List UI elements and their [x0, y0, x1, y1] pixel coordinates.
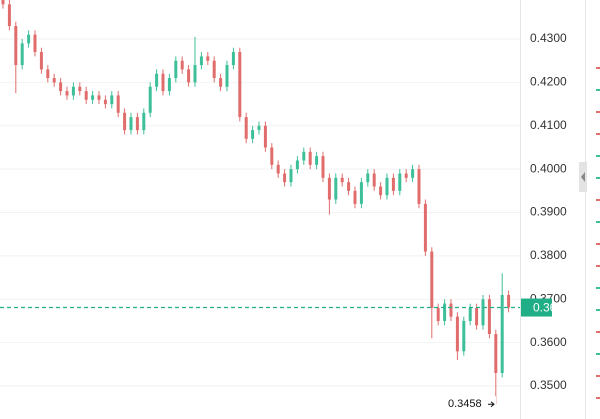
candle-body: [91, 95, 95, 100]
last-price-label: 0.3681: [533, 301, 570, 315]
candle-body: [359, 182, 363, 204]
candle-body: [334, 177, 338, 200]
low-marker-label: 0.3458: [448, 398, 482, 410]
candle-body: [411, 169, 415, 178]
candle-body: [315, 156, 319, 165]
candle-body: [14, 26, 18, 66]
candle-body: [161, 73, 165, 92]
y-tick-label: 0.4300: [530, 31, 567, 45]
candle-body: [455, 316, 459, 352]
candle-body: [244, 117, 248, 139]
candle-body: [231, 52, 235, 66]
candle-body: [251, 130, 255, 139]
candle-body: [212, 60, 216, 79]
y-tick-label: 0.4000: [530, 161, 567, 175]
candle-body: [206, 56, 210, 61]
candle-body: [379, 186, 383, 196]
candle-body: [167, 78, 171, 92]
candle-body: [308, 151, 312, 165]
candle-body: [295, 160, 299, 170]
candle-body: [487, 299, 491, 334]
candle-body: [174, 60, 178, 79]
candle-body: [449, 303, 453, 317]
low-marker-arrow: [488, 401, 495, 408]
candle-body: [507, 294, 511, 308]
candle-body: [494, 333, 498, 374]
candle-body: [116, 95, 120, 113]
candle-body: [283, 173, 287, 183]
candle-body: [180, 60, 184, 70]
candle-body: [443, 303, 447, 321]
candle-body: [193, 65, 197, 83]
candle-body: [347, 182, 351, 191]
candle-body: [404, 173, 408, 178]
candle-body: [39, 52, 43, 70]
candle-body: [7, 4, 11, 27]
candle-body: [430, 251, 434, 308]
y-tick-label: 0.3600: [530, 335, 567, 349]
candle-body: [142, 112, 146, 131]
candle-body: [385, 177, 389, 196]
candle-body: [148, 86, 152, 113]
candle-body: [327, 177, 331, 200]
candle-body: [289, 169, 293, 183]
candle-body: [321, 156, 325, 178]
side-panel: [596, 67, 600, 399]
candle-body: [398, 173, 402, 191]
candle-body: [475, 307, 479, 326]
y-tick-label: 0.3500: [530, 378, 567, 392]
candle-body: [353, 190, 357, 204]
candle-body: [276, 164, 280, 174]
candle-body: [71, 86, 75, 96]
candle-body: [187, 69, 191, 83]
candle-body: [417, 169, 421, 204]
candle-body: [340, 177, 344, 183]
candle-body: [46, 69, 50, 79]
candle-body: [52, 78, 56, 83]
candle-body: [199, 56, 203, 66]
candle-body: [481, 299, 485, 326]
candle-body: [103, 99, 107, 105]
candle-body: [155, 73, 159, 87]
candle-body: [436, 307, 440, 321]
candle-body: [302, 151, 306, 161]
candle-body: [423, 203, 427, 252]
candle-body: [372, 173, 376, 187]
y-tick-label: 0.3800: [530, 248, 567, 262]
candle-body: [1, 0, 5, 5]
candle-body: [84, 91, 88, 100]
candle-body: [468, 307, 472, 321]
last-price-box: [521, 298, 552, 317]
candle-body: [391, 177, 395, 191]
candle-body: [129, 117, 133, 131]
candle-body: [123, 112, 127, 131]
low-marker-bg: [444, 396, 496, 413]
candle-body: [97, 95, 101, 100]
candle-body: [78, 86, 82, 92]
y-tick-label: 0.4100: [530, 118, 567, 132]
collapse-icon: [581, 172, 585, 182]
candle-body: [20, 43, 24, 66]
candle-body: [65, 91, 69, 96]
candle-body: [110, 95, 114, 105]
candle-body: [238, 52, 242, 118]
y-tick-label: 0.4200: [530, 75, 567, 89]
candle-body: [462, 320, 466, 352]
y-tick-label: 0.3900: [530, 205, 567, 219]
candle-body: [33, 34, 37, 53]
candle-body: [219, 78, 223, 87]
candle-body: [225, 65, 229, 87]
candle-body: [257, 125, 261, 131]
candle-body: [59, 82, 63, 92]
candle-body: [500, 294, 504, 374]
candle-body: [27, 34, 31, 44]
candle-body: [270, 147, 274, 165]
candle-body: [263, 125, 267, 148]
candle-body: [135, 117, 139, 131]
candle-body: [366, 173, 370, 183]
